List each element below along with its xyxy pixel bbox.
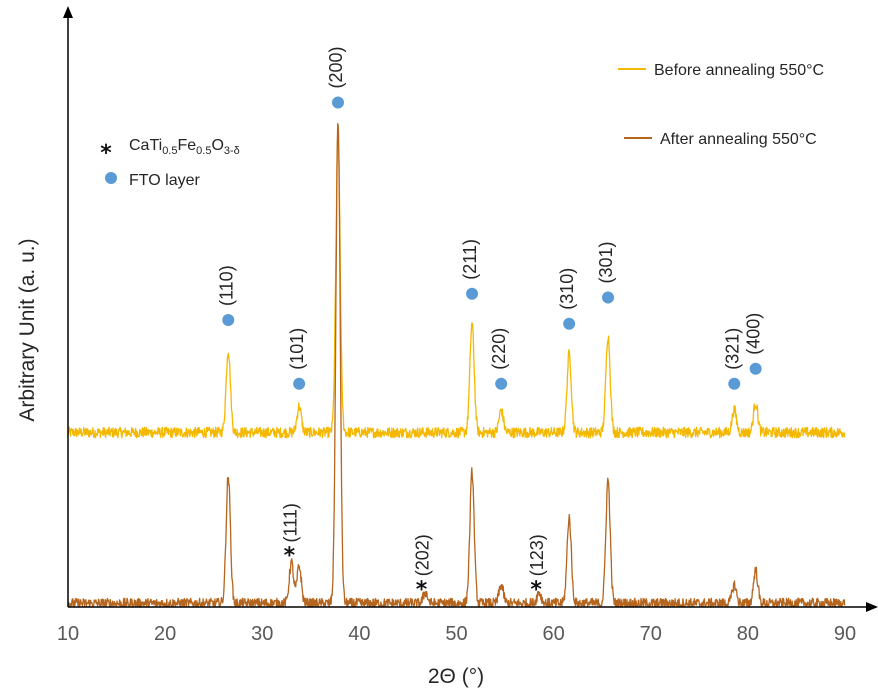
fto-marker: [728, 377, 741, 390]
series-layer: [67, 123, 846, 607]
fto-peak-label: (400): [744, 313, 764, 355]
fto-peak-label: (110): [216, 265, 236, 306]
legend-phase-sub2: 0.5: [196, 145, 211, 157]
x-axis-arrow-icon: [866, 602, 878, 612]
phase-marker-star: *: [530, 577, 542, 602]
legend-phase-sub3: 3-δ: [224, 145, 240, 157]
y-axis-arrow-icon: [63, 6, 73, 18]
phase-peak-label: (123): [527, 534, 547, 576]
legend-label-fto: FTO layer: [129, 172, 201, 189]
phase-peak-label: (202): [413, 534, 433, 576]
x-tick-label: 60: [543, 623, 565, 645]
x-axis-title: 2Θ (°): [428, 665, 484, 688]
fto-marker: [749, 362, 762, 375]
fto-peak-label: (211): [460, 239, 480, 280]
legend-phase-ca: CaTi: [129, 137, 162, 154]
fto-marker: [602, 291, 615, 304]
x-tick-label: 50: [445, 623, 467, 645]
fto-marker: [222, 314, 235, 326]
legend-star-symbol: *: [100, 141, 112, 166]
fto-marker: [495, 377, 508, 390]
legend-label-phase: CaTi0.5Fe0.5O3-δ: [129, 137, 240, 157]
fto-marker: [332, 96, 345, 109]
phase-peak-label: (111): [280, 503, 300, 542]
fto-marker: [466, 287, 479, 300]
x-tick-label: 40: [348, 623, 370, 645]
series-line-1: [67, 123, 846, 607]
fto-peak-label: (301): [596, 241, 616, 283]
x-tick-label: 10: [57, 623, 79, 645]
series-legend: Before annealing 550°C After annealing 5…: [618, 62, 824, 148]
series-line-0: [67, 135, 846, 439]
x-tick-label: 80: [737, 623, 759, 645]
fto-peak-label: (200): [326, 46, 346, 88]
marker-legend: * CaTi0.5Fe0.5O3-δ FTO layer: [100, 137, 240, 189]
x-tick-label: 20: [154, 623, 176, 645]
fto-marker: [563, 317, 576, 330]
legend-phase-o: O: [211, 137, 223, 154]
phase-marker-star: *: [416, 577, 428, 602]
fto-peak-label: (310): [557, 268, 577, 310]
legend-fto-dot-icon: [105, 172, 117, 184]
peak-markers: (110) (101) (200) (211) (220) (310) (301) (321)…: [216, 46, 763, 602]
legend-phase-sub1: 0.5: [162, 145, 177, 157]
legend-phase-fe: Fe: [177, 137, 196, 154]
fto-peak-label: (220): [489, 328, 509, 370]
legend-label-after: After annealing 550°C: [660, 131, 817, 148]
x-tick-label: 30: [251, 623, 273, 645]
phase-marker-star: *: [284, 544, 296, 569]
fto-peak-label: (101): [287, 328, 307, 370]
fto-peak-label: (321): [722, 328, 742, 370]
x-tick-label: 70: [640, 623, 662, 645]
x-tick-label: 90: [834, 623, 856, 645]
legend-label-before: Before annealing 550°C: [654, 62, 824, 79]
axes: 10 20 30 40 50 60 70 80 90: [57, 6, 878, 645]
fto-marker: [293, 377, 306, 390]
y-axis-title: Arbitrary Unit (a. u.): [16, 238, 39, 421]
